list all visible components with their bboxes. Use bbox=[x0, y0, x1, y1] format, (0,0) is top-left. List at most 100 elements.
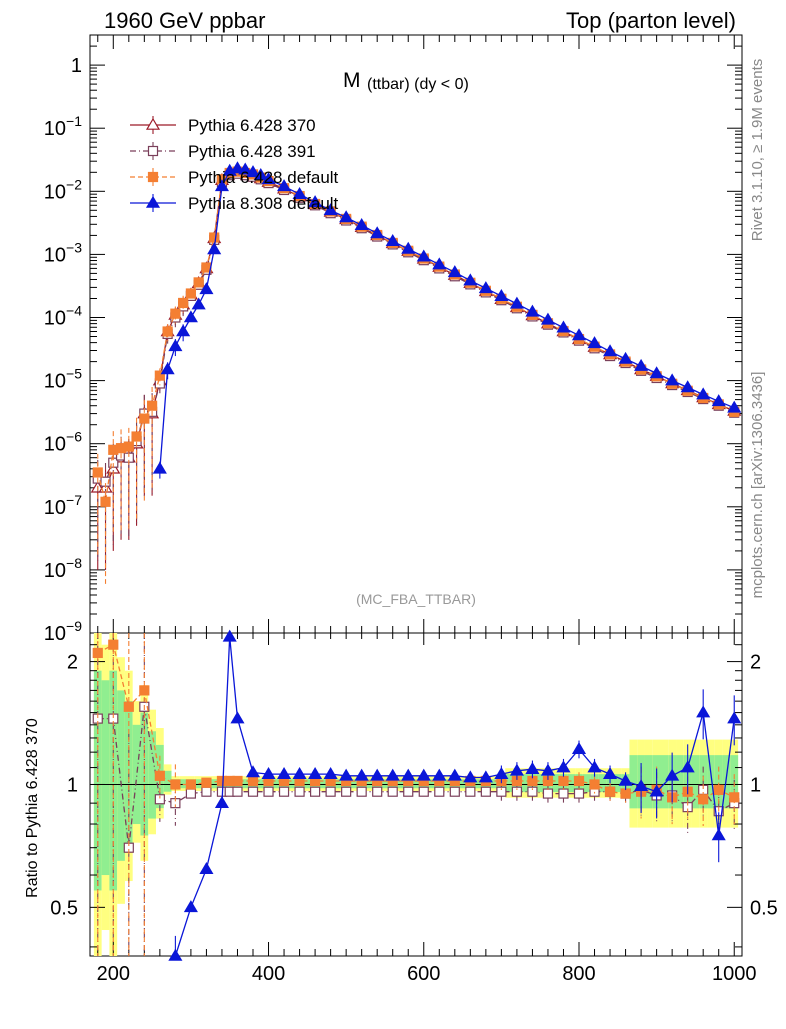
data-point bbox=[185, 288, 197, 299]
source-label: mcplots.cern.ch [arXiv:1306.3436] bbox=[749, 372, 766, 599]
data-point bbox=[620, 788, 631, 799]
data-point bbox=[540, 763, 556, 776]
data-point bbox=[339, 768, 354, 781]
uncertainty-band-green bbox=[334, 779, 343, 789]
data-point bbox=[711, 394, 726, 407]
data-point bbox=[587, 336, 602, 349]
data-point bbox=[308, 766, 323, 779]
data-point bbox=[199, 282, 214, 295]
series-line-pythia-6-428-370 bbox=[97, 171, 735, 489]
ratio-frame bbox=[89, 632, 743, 957]
data-point bbox=[727, 400, 742, 413]
data-point bbox=[447, 265, 462, 278]
data-point bbox=[696, 387, 711, 400]
legend-label: Pythia 8.308 default bbox=[188, 194, 339, 213]
uncertainty-band-green bbox=[256, 779, 265, 789]
legend-marker bbox=[145, 117, 161, 130]
data-point bbox=[696, 705, 711, 718]
data-point bbox=[230, 711, 245, 724]
data-point bbox=[496, 786, 507, 797]
legend-entry-pythia-8-308-default: Pythia 8.308 default bbox=[130, 194, 339, 213]
data-point bbox=[247, 775, 259, 787]
y-tick-label: 10−9 bbox=[44, 618, 82, 645]
uncertainty-band-green bbox=[365, 779, 374, 789]
data-point bbox=[556, 320, 571, 333]
data-point bbox=[571, 328, 587, 341]
uncertainty-band-green bbox=[660, 755, 669, 809]
data-point bbox=[230, 161, 245, 174]
data-point bbox=[168, 339, 183, 352]
data-point bbox=[511, 786, 523, 797]
legend-marker bbox=[145, 195, 161, 208]
y-tick-label: 10−3 bbox=[44, 239, 82, 266]
data-point bbox=[480, 786, 491, 797]
data-point bbox=[123, 441, 134, 452]
data-point bbox=[649, 366, 664, 379]
series-line-pythia-8-308-default bbox=[159, 167, 735, 469]
data-point bbox=[131, 431, 142, 442]
data-point bbox=[100, 496, 111, 507]
legend-entry-pythia-6-428-370: Pythia 6.428 370 bbox=[130, 116, 316, 135]
data-point bbox=[325, 786, 336, 797]
x-tick-label: 800 bbox=[562, 963, 595, 985]
data-point bbox=[92, 647, 103, 659]
data-point bbox=[571, 742, 587, 755]
ratio-y-tick-label-right: 0.5 bbox=[750, 897, 778, 919]
data-point bbox=[261, 172, 276, 185]
analysis-tag: (MC_FBA_TTBAR) bbox=[356, 591, 476, 607]
data-point bbox=[323, 203, 338, 216]
data-point bbox=[465, 786, 476, 797]
data-point bbox=[154, 770, 165, 781]
uncertainty-band-green bbox=[458, 779, 467, 789]
data-point bbox=[602, 344, 618, 357]
data-point bbox=[154, 370, 165, 381]
data-point bbox=[401, 768, 416, 781]
data-point bbox=[698, 794, 709, 805]
x-tick-label: 1000 bbox=[712, 963, 757, 985]
data-point bbox=[356, 786, 367, 797]
data-point bbox=[729, 792, 740, 803]
data-point bbox=[589, 779, 600, 790]
uncertainty-band-green bbox=[210, 779, 219, 789]
legend-label: Pythia 6.428 default bbox=[188, 168, 339, 187]
series-pythia-8-308-default bbox=[168, 629, 742, 961]
data-point bbox=[323, 766, 338, 779]
data-point bbox=[253, 168, 268, 180]
data-point bbox=[634, 358, 649, 371]
legend-marker bbox=[147, 145, 159, 157]
ratio-y-tick-label: 2 bbox=[67, 652, 78, 674]
data-point bbox=[665, 768, 680, 781]
series-line-pythia-6-428-391 bbox=[97, 173, 735, 483]
data-point bbox=[191, 297, 206, 310]
y-tick-label: 10−7 bbox=[44, 492, 82, 519]
data-point bbox=[168, 948, 183, 961]
uncertainty-band-green bbox=[427, 779, 436, 789]
data-point bbox=[170, 779, 181, 790]
data-point bbox=[207, 242, 222, 255]
data-point bbox=[542, 788, 554, 799]
ratio-ylabel: Ratio to Pythia 6.428 370 bbox=[24, 718, 41, 898]
data-point bbox=[385, 234, 400, 246]
data-point bbox=[183, 900, 198, 913]
legend-entry-pythia-6-428-391: Pythia 6.428 391 bbox=[130, 142, 316, 161]
uncertainty-band-green bbox=[551, 774, 560, 793]
data-point bbox=[432, 768, 447, 781]
uncertainty-band-green bbox=[443, 779, 451, 789]
data-point bbox=[602, 766, 618, 779]
data-point bbox=[558, 788, 569, 799]
data-point bbox=[201, 777, 212, 788]
plot-title-sub: (ttbar) (dy < 0) bbox=[367, 76, 469, 93]
data-point bbox=[178, 297, 189, 309]
data-point bbox=[558, 775, 569, 787]
y-tick-label: 10−4 bbox=[44, 303, 82, 330]
uncertainty-band-green bbox=[396, 779, 405, 789]
x-tick-label: 200 bbox=[97, 963, 130, 985]
data-point bbox=[680, 760, 695, 773]
rivet-label: Rivet 3.1.10, ≥ 1.9M events bbox=[749, 59, 766, 242]
data-point bbox=[176, 324, 191, 337]
data-point bbox=[152, 461, 167, 474]
data-point bbox=[354, 218, 369, 231]
data-point bbox=[183, 310, 198, 323]
data-point bbox=[309, 786, 321, 797]
uncertainty-band-green bbox=[489, 779, 498, 789]
